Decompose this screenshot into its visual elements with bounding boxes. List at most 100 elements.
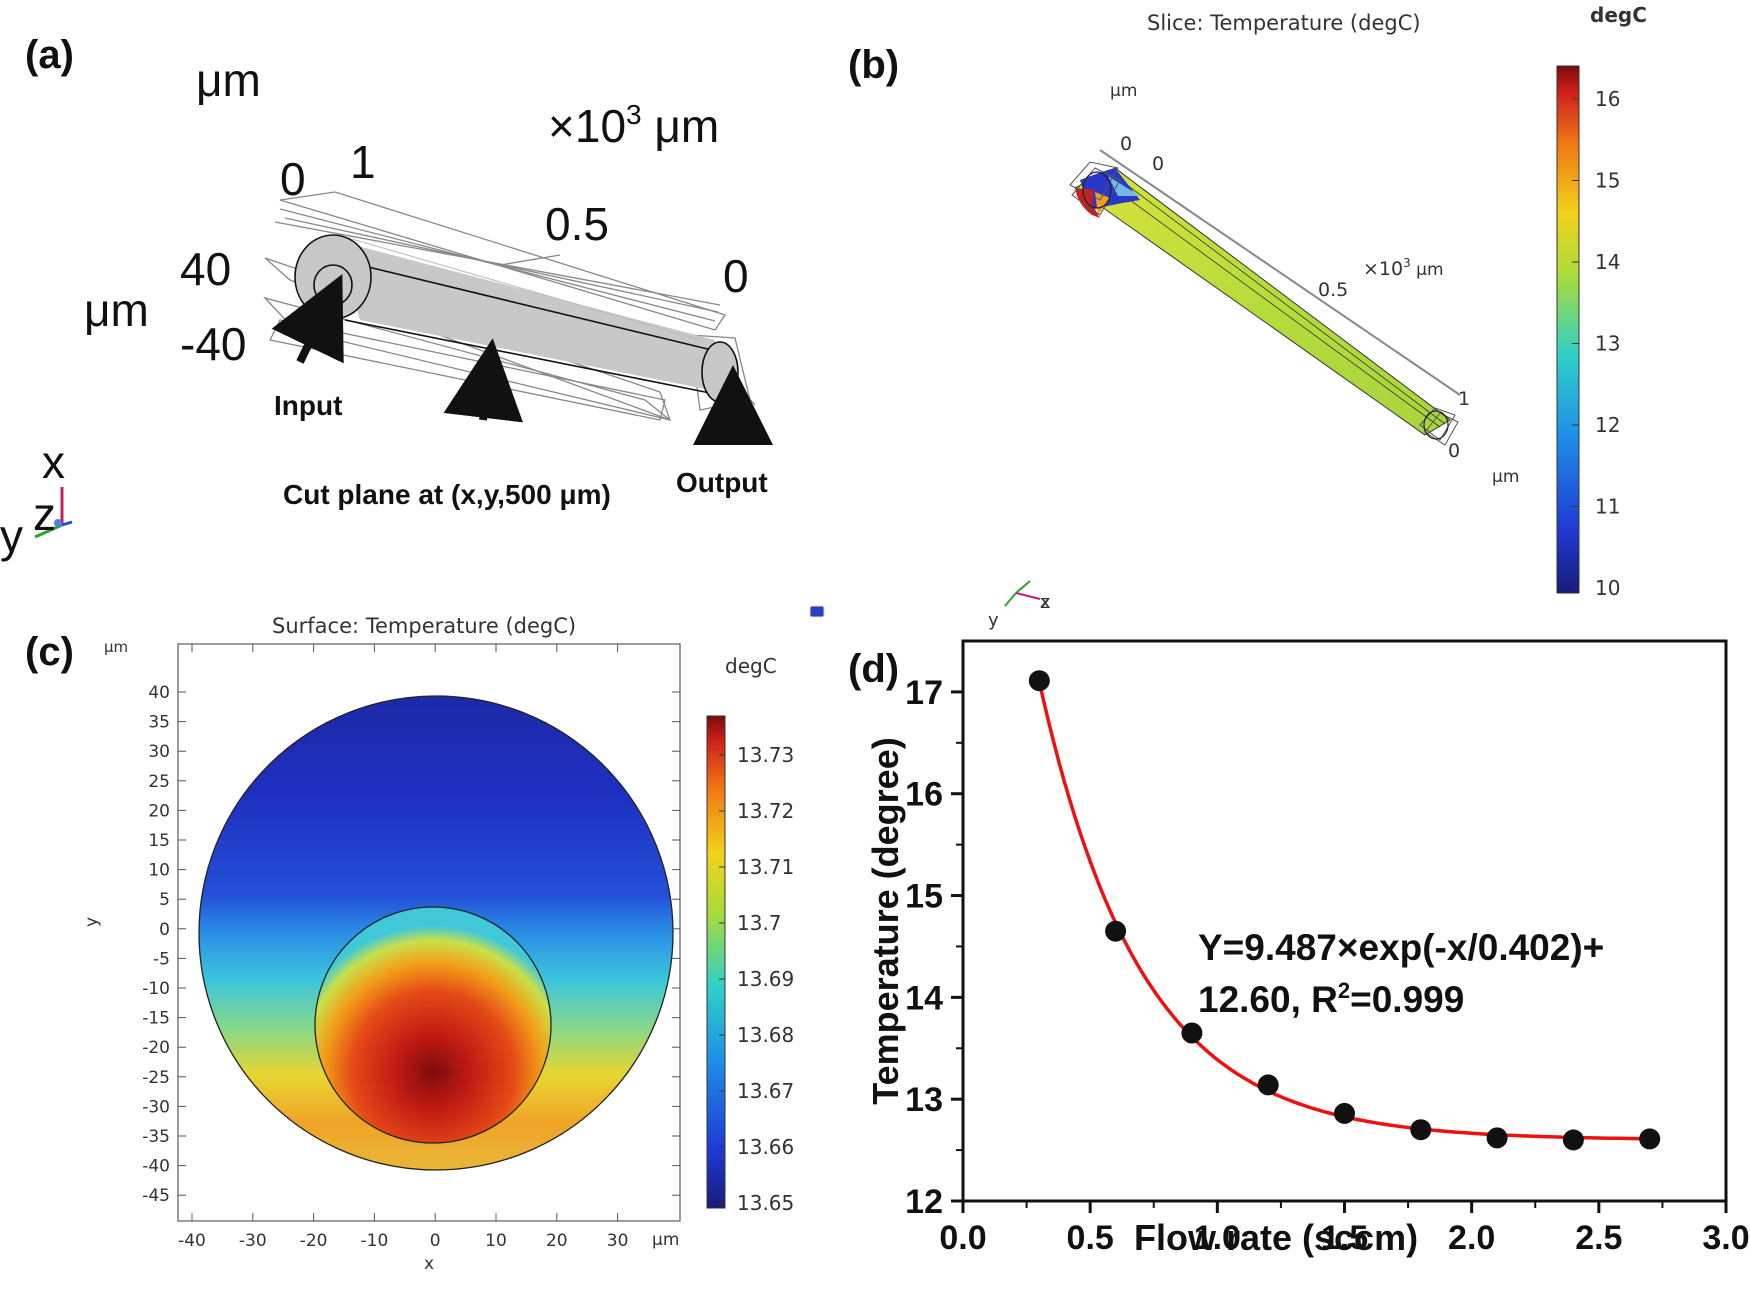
panel-c-colorbar-tick-label: 13.72	[737, 799, 794, 823]
panel-c-colorbar-tick-label: 13.67	[737, 1079, 794, 1103]
panel-c-colorbar-tick-label: 13.68	[737, 1023, 794, 1047]
panel-c-y-tick-label: 5	[159, 890, 170, 910]
panel-b-colorbar-tick-label: 16	[1595, 87, 1620, 111]
panel-a-tick-1-top: 1	[350, 136, 376, 188]
panel-d-y-tick-label: 14	[905, 979, 943, 1017]
panel-a-label: (a)	[25, 33, 74, 77]
panel-b-title: Slice: Temperature (degC)	[1147, 11, 1421, 35]
panel-d-x-tick-label: 0.0	[939, 1219, 986, 1257]
panel-c-x-unit: μm	[652, 1230, 679, 1250]
panel-a-um-top: μm	[196, 54, 261, 106]
panel-b-x103-unit: ×103 μm	[1363, 256, 1444, 280]
panel-b-um-bottom: μm	[1492, 467, 1519, 487]
panel-a-cut-plane-label: Cut plane at (x,y,500 μm)	[283, 479, 611, 510]
panel-d-x-tick-label: 3.0	[1702, 1219, 1749, 1257]
panel-c-y-tick-label: 15	[148, 831, 170, 851]
panel-a-input-arrow	[271, 273, 344, 364]
panel-c-um-corner: μm	[104, 638, 128, 656]
panel-b-colorbar-ticks: 16 15 14 13 12 11 10	[1572, 87, 1620, 600]
panel-d-data-point	[1639, 1128, 1661, 1150]
panel-a-axis-triad: x y z	[0, 436, 73, 562]
panel-d-y-label: Temperature (degree)	[865, 737, 906, 1104]
panel-c-small-icon	[809, 605, 825, 618]
panel-d-y-tick-label: 12	[905, 1183, 943, 1221]
panel-d-equation-line2: 12.60, R2=0.999	[1198, 978, 1464, 1020]
panel-c-x-tick-label: 20	[546, 1231, 568, 1251]
panel-c-y-tick-label: 0	[159, 920, 170, 940]
panel-c-colorbar-tick-label: 13.69	[737, 967, 794, 991]
panel-d-chart: 0.0 0.5 1.0 1.5 2.0 2.5 3.0 12 13 14 15 16 17	[905, 670, 1750, 1257]
panel-c-x-tick-label: 0	[430, 1231, 441, 1251]
panel-c-label: (c)	[25, 630, 74, 674]
panel-c-y-tick-label: -20	[142, 1038, 170, 1058]
panel-d-data-point	[1410, 1119, 1432, 1141]
panel-b-tick-0c: 0	[1448, 440, 1460, 462]
panel-a-cutplane-arrow	[443, 338, 523, 423]
panel-b-rod	[1069, 149, 1461, 446]
panel-d-y-tick-label: 17	[905, 674, 943, 712]
panel-b-colorbar-tick-label: 13	[1595, 332, 1620, 356]
panel-b-colorbar-unit: degC	[1590, 3, 1647, 27]
panel-b-tick-1: 1	[1458, 388, 1470, 410]
panel-d-data-point	[1105, 920, 1127, 942]
panel-d-data-point	[1486, 1127, 1508, 1149]
panel-c-y-tick-label: 10	[148, 861, 170, 881]
panel-d-label: (d)	[848, 647, 899, 691]
panel-c-y-tick-label: -35	[142, 1127, 170, 1147]
panel-c-y-tick-label: -5	[153, 949, 170, 969]
panel-b-tick-05: 0.5	[1318, 279, 1348, 301]
panel-a-tick-05: 0.5	[545, 198, 609, 250]
panel-c-plot-frame	[177, 643, 681, 1222]
panel-d-x-tick-label: 1.0	[1194, 1219, 1241, 1257]
panel-b-colorbar	[1556, 65, 1580, 594]
panel-c-colorbar-unit: degC	[725, 654, 777, 678]
panel-b-label: (b)	[848, 43, 899, 87]
panel-b-colorbar-tick-label: 15	[1595, 169, 1620, 193]
panel-c-y-tick-label: -40	[142, 1157, 170, 1177]
panel-d-data-point	[1562, 1129, 1584, 1151]
panel-d-x-tick-label: 1.5	[1321, 1219, 1368, 1257]
panel-c-axis-ticks: 40 35 30 25 20 15 10 5 0 -5 -10 -15 -20 -25 -30 -35 -40 -…	[142, 644, 680, 1251]
panel-c-y-tick-label: -15	[142, 1009, 170, 1029]
panel-c-x-tick-label: -10	[361, 1231, 389, 1251]
panel-d-y-tick-label: 13	[905, 1081, 943, 1119]
panel-c-y-tick-label: 40	[148, 683, 170, 703]
panel-d-axis-triad: y x z	[988, 580, 1051, 631]
panel-c-x-tick-label: -30	[239, 1231, 267, 1251]
panel-a-input-label: Input	[274, 390, 342, 421]
panel-b-um-top: μm	[1110, 81, 1137, 101]
panel-d-axis-x: x	[1040, 592, 1051, 613]
panel-d-axis-y: y	[988, 610, 999, 631]
panel-c-surface	[198, 695, 674, 1171]
panel-d-y-tick-label: 15	[905, 878, 943, 916]
panel-a-tick-0-right: 0	[723, 250, 749, 302]
panel-c-y-tick-label: -30	[142, 1097, 170, 1117]
panel-c-y-axis-label: y	[82, 917, 102, 927]
panel-c-x-tick-label: -40	[178, 1231, 206, 1251]
panel-c-x-tick-label: -20	[300, 1231, 328, 1251]
panel-d-x-tick-label: 0.5	[1067, 1219, 1114, 1257]
panel-c-title: Surface: Temperature (degC)	[272, 614, 576, 638]
panel-a-tick-40: 40	[180, 243, 231, 295]
panel-a-x103-unit: ×103 μm	[548, 99, 719, 152]
panel-b-tick-0b: 0	[1152, 153, 1164, 175]
panel-d-data-point	[1028, 670, 1050, 692]
panel-c-y-tick-label: 35	[148, 713, 170, 733]
panel-c-y-tick-label: 25	[148, 772, 170, 792]
panel-c-colorbar-tick-label: 13.65	[737, 1191, 794, 1215]
panel-c-colorbar-tick-label: 13.73	[737, 743, 794, 767]
panel-a-axis-x: x	[42, 436, 65, 488]
panel-c-colorbar-ticks: 13.73 13.72 13.71 13.7 13.69 13.68 13.67 13.66 1…	[719, 743, 794, 1215]
panel-c-colorbar-tick-label: 13.71	[737, 855, 794, 879]
panel-d-data-point	[1334, 1102, 1355, 1124]
panel-d-y-tick-label: 16	[905, 776, 943, 814]
panel-a-tick-neg40: -40	[180, 318, 246, 370]
panel-c-x-tick-label: 10	[485, 1231, 507, 1251]
panel-c-colorbar	[706, 715, 726, 1209]
panel-b-tick-0a: 0	[1120, 133, 1132, 155]
panel-c-y-tick-label: 30	[148, 742, 170, 762]
panel-b-colorbar-tick-label: 10	[1595, 576, 1620, 600]
panel-a-axis-y: y	[0, 510, 23, 562]
panel-d-equation-line1: Y=9.487×exp(-x/0.402)+	[1198, 927, 1604, 968]
